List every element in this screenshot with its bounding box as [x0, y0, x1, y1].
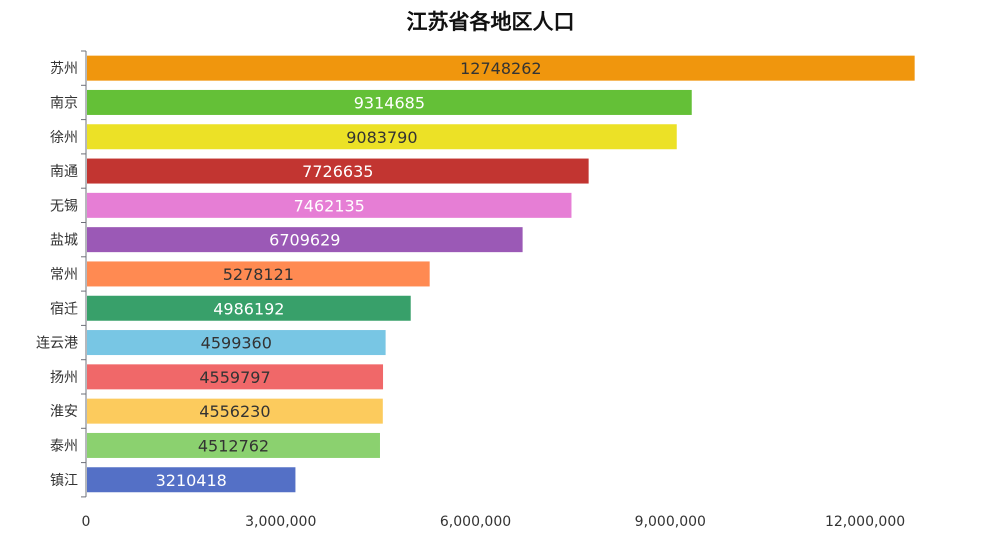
bar — [87, 398, 383, 424]
bar-value-label: 4556230 — [199, 402, 270, 421]
x-tick-label: 0 — [82, 514, 91, 530]
category-label: 徐州 — [50, 130, 78, 146]
bar-value-label: 9083790 — [346, 128, 417, 147]
bar-value-label: 4986192 — [213, 299, 284, 318]
category-label: 宿迁 — [50, 300, 78, 317]
category-label: 南京 — [50, 95, 78, 111]
category-label: 苏州 — [50, 61, 78, 77]
bar-value-label: 6709629 — [269, 231, 340, 250]
bar — [87, 158, 589, 184]
bar — [87, 124, 677, 150]
bar — [87, 227, 523, 253]
x-tick-label: 9,000,000 — [635, 514, 706, 530]
category-label: 盐城 — [50, 233, 78, 249]
chart-title: 江苏省各地区人口 — [406, 10, 575, 34]
bar-value-label: 7462135 — [294, 196, 365, 215]
bar-value-label: 7726635 — [302, 162, 373, 181]
bar — [87, 467, 296, 493]
bar — [87, 89, 692, 115]
bar-value-label: 4559797 — [199, 368, 270, 387]
category-label: 泰州 — [50, 438, 78, 454]
bar-value-label: 9314685 — [354, 93, 425, 112]
bar-value-label: 3210418 — [156, 471, 227, 490]
category-label: 镇江 — [50, 473, 78, 489]
category-label: 南通 — [50, 164, 78, 180]
bar-value-label: 5278121 — [223, 265, 294, 284]
category-label: 淮安 — [50, 404, 78, 420]
bar-value-label: 4599360 — [201, 334, 272, 353]
bar — [87, 432, 380, 458]
category-label: 连云港 — [36, 336, 78, 352]
bar — [87, 192, 572, 218]
bar — [87, 330, 386, 356]
bar-value-label: 4512762 — [198, 436, 269, 455]
bar — [87, 261, 430, 287]
x-tick-label: 6,000,000 — [440, 514, 511, 530]
bar — [87, 295, 411, 321]
bar-value-label: 12748262 — [460, 59, 541, 78]
bar — [87, 55, 915, 81]
x-tick-label: 12,000,000 — [825, 514, 905, 530]
x-tick-label: 3,000,000 — [245, 514, 316, 530]
category-label: 常州 — [50, 267, 78, 283]
bar — [87, 364, 384, 390]
category-label: 无锡 — [50, 198, 78, 214]
category-label: 扬州 — [50, 370, 78, 386]
